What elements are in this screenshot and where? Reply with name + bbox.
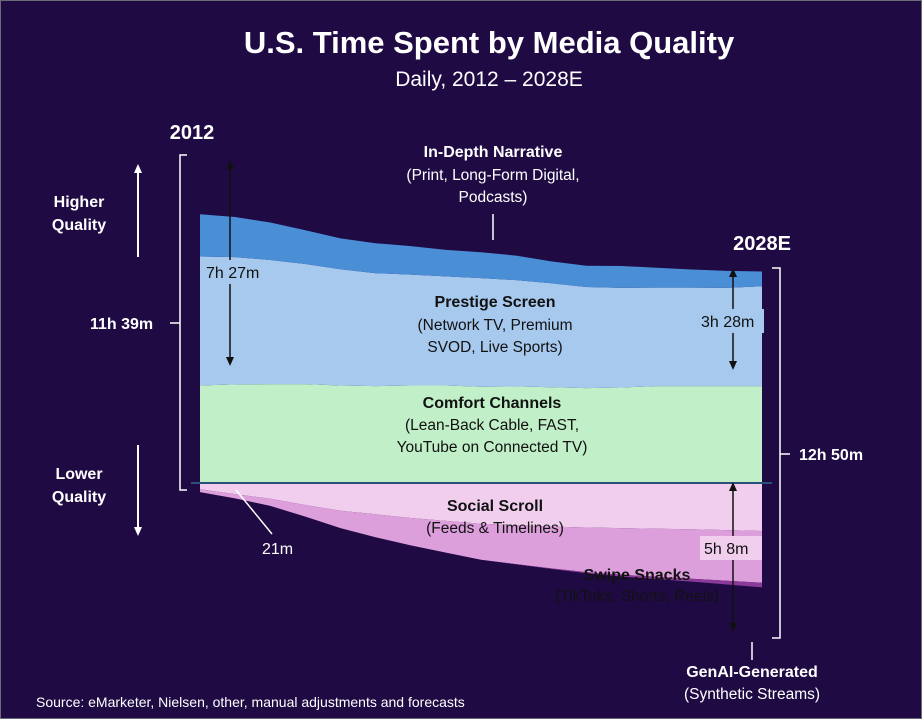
measure-top-2012: 7h 27m bbox=[203, 160, 269, 366]
in-depth-sublabel-2: Podcasts) bbox=[459, 189, 528, 206]
arrowhead-down-icon bbox=[226, 357, 234, 366]
lower-quality-line1: Lower bbox=[55, 466, 102, 483]
total-2028-bracket bbox=[772, 267, 781, 639]
area-prestige-screen bbox=[200, 256, 762, 389]
prestige-sublabel-1: (Network TV, Premium bbox=[417, 317, 572, 334]
comfort-sublabel-2: YouTube on Connected TV) bbox=[397, 439, 588, 456]
source-note: Source: eMarketer, Nielsen, other, manua… bbox=[36, 694, 465, 710]
arrowhead-up-icon bbox=[134, 164, 142, 173]
genai-sublabel: (Synthetic Streams) bbox=[684, 686, 820, 703]
arrowhead-up-icon bbox=[729, 482, 737, 491]
arrowhead-up-icon bbox=[226, 160, 234, 169]
measure-top-2012-bg bbox=[203, 260, 269, 284]
higher-quality-line1: Higher bbox=[54, 194, 105, 211]
area-swipe-snacks bbox=[200, 489, 762, 583]
year-label-end: 2028E bbox=[733, 233, 791, 255]
genai-label: GenAI-Generated bbox=[686, 664, 818, 681]
prestige-label: Prestige Screen bbox=[435, 294, 556, 311]
measure-bottom-2028-label: 5h 8m bbox=[704, 541, 748, 558]
chart-title: U.S. Time Spent by Media Quality bbox=[244, 25, 735, 60]
swipe-sublabel: (TikToks, Shorts, Reels) bbox=[555, 588, 719, 605]
measure-bottom-2028: 5h 8m bbox=[700, 482, 762, 632]
area-social-scroll bbox=[200, 482, 762, 531]
quality-scale: Higher Quality Lower Quality bbox=[52, 164, 142, 536]
in-depth-sublabel-1: (Print, Long-Form Digital, bbox=[406, 167, 579, 184]
measure-top-2028: 3h 28m bbox=[698, 268, 764, 370]
chart-subtitle: Daily, 2012 – 2028E bbox=[395, 68, 583, 91]
higher-quality-line2: Quality bbox=[52, 217, 106, 234]
social-label: Social Scroll bbox=[447, 498, 543, 515]
measure-bottom-2028-bg bbox=[700, 536, 762, 560]
comfort-sublabel-1: (Lean-Back Cable, FAST, bbox=[405, 417, 579, 434]
measure-bottom-2012-leader bbox=[235, 489, 273, 535]
lower-quality-line2: Quality bbox=[52, 489, 106, 506]
comfort-label: Comfort Channels bbox=[423, 395, 562, 412]
swipe-label: Swipe Snacks bbox=[584, 567, 691, 584]
arrowhead-down-icon bbox=[134, 527, 142, 536]
in-depth-label: In-Depth Narrative bbox=[424, 144, 563, 161]
measure-bottom-2012-label: 21m bbox=[262, 541, 293, 558]
measure-top-2012-label: 7h 27m bbox=[206, 265, 259, 282]
measure-top-2028-label: 3h 28m bbox=[701, 314, 754, 331]
area-in-depth-narrative bbox=[200, 214, 762, 288]
total-2028-label: 12h 50m bbox=[799, 447, 863, 464]
arrowhead-down-icon bbox=[729, 623, 737, 632]
arrowhead-down-icon bbox=[729, 361, 737, 370]
stacked-areas bbox=[200, 214, 762, 588]
total-2012-bracket bbox=[179, 154, 187, 491]
measure-top-2028-bg bbox=[698, 309, 764, 333]
social-sublabel: (Feeds & Timelines) bbox=[426, 520, 564, 537]
arrowhead-up-icon bbox=[729, 268, 737, 277]
prestige-sublabel-2: SVOD, Live Sports) bbox=[427, 339, 562, 356]
total-2012-label: 11h 39m bbox=[90, 316, 153, 333]
area-comfort-channels bbox=[200, 384, 762, 482]
year-label-start: 2012 bbox=[170, 122, 215, 144]
